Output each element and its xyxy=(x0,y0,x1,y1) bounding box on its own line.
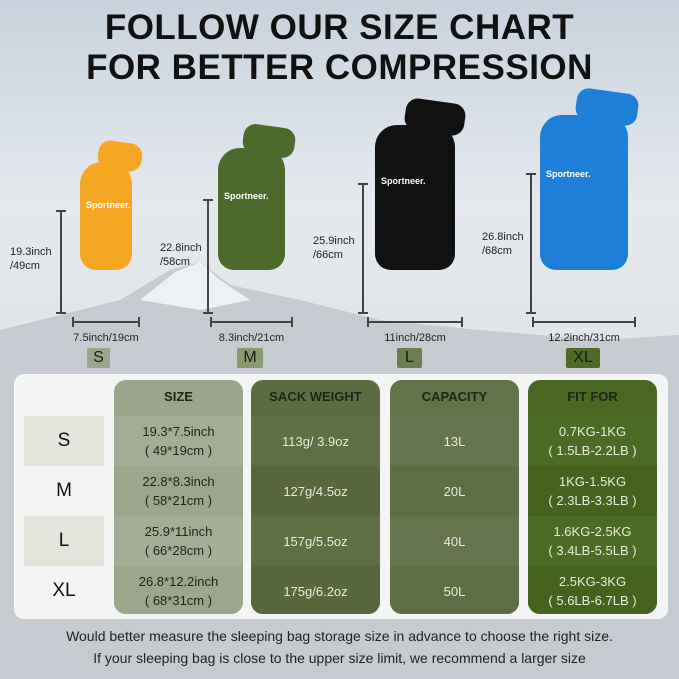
column-header: FIT FOR xyxy=(567,389,618,404)
table-cell: 19.3*7.5inch( 49*19cm ) xyxy=(114,416,243,466)
column-fit: FIT FOR 0.7KG-1KG( 1.5LB-2.2LB ) 1KG-1.5KG… xyxy=(528,380,657,614)
compression-sack-l: Sportneer. xyxy=(375,125,455,270)
table-cell: 25.9*11inch( 66*28cm ) xyxy=(114,516,243,566)
column-size: SIZE 19.3*7.5inch( 49*19cm ) 22.8*8.3inch(… xyxy=(114,380,243,614)
table-cell: 0.7KG-1KG( 1.5LB-2.2LB ) xyxy=(528,416,657,466)
compression-sack-s: Sportneer. xyxy=(80,162,132,270)
brand-logo: Sportneer. xyxy=(381,175,426,186)
column-header: CAPACITY xyxy=(421,389,488,404)
width-label: 7.5inch/19cm xyxy=(73,332,139,344)
footer-note-2: If your sleeping bag is close to the upp… xyxy=(93,650,586,666)
height-label: 26.8inch/68cm xyxy=(482,231,524,257)
column-header: SIZE xyxy=(164,389,193,404)
width-label: 11inch/28cm xyxy=(384,332,446,344)
height-dimension-line xyxy=(203,199,213,314)
height-dimension-line xyxy=(56,210,66,314)
table-cell: 22.8*8.3inch( 58*21cm ) xyxy=(114,466,243,516)
table-cell: 1KG-1.5KG( 2.3LB-3.3LB ) xyxy=(528,466,657,516)
table-cell: 40L xyxy=(390,516,519,566)
width-dimension-line xyxy=(532,317,636,327)
brand-logo: Sportneer. xyxy=(224,190,269,201)
height-dimension-line xyxy=(526,173,536,314)
height-label: 25.9inch/66cm xyxy=(313,235,355,261)
table-cell: 20L xyxy=(390,466,519,516)
row-label-xl: XL xyxy=(52,580,76,601)
column-weight: SACK WEIGHT 113g/ 3.9oz 127g/4.5oz 157g/5.5… xyxy=(251,380,380,614)
size-badge-m: M xyxy=(237,348,263,368)
table-cell: 26.8*12.2inch( 68*31cm ) xyxy=(114,566,243,614)
size-badge-s: S xyxy=(87,348,110,368)
width-label: 12.2inch/31cm xyxy=(548,332,620,344)
table-cell: 157g/5.5oz xyxy=(251,516,380,566)
size-badge-xl: XL xyxy=(566,348,600,368)
compression-sack-m: Sportneer. xyxy=(218,148,285,270)
row-label-m: M xyxy=(56,480,72,501)
column-header: SACK WEIGHT xyxy=(269,389,362,404)
width-dimension-line xyxy=(367,317,463,327)
table-cell: 175g/6.2oz xyxy=(251,566,380,614)
table-cell: 1.6KG-2.5KG( 3.4LB-5.5LB ) xyxy=(528,516,657,566)
title-line-2: FOR BETTER COMPRESSION xyxy=(86,48,593,87)
row-label-l: L xyxy=(24,516,104,566)
table-cell: 127g/4.5oz xyxy=(251,466,380,516)
height-dimension-line xyxy=(358,183,368,314)
width-dimension-line xyxy=(210,317,293,327)
table-cell: 13L xyxy=(390,416,519,466)
brand-logo: Sportneer. xyxy=(546,169,591,180)
height-label: 22.8inch/58cm xyxy=(160,242,202,268)
brand-logo: Sportneer. xyxy=(86,199,131,210)
column-capacity: CAPACITY 13L 20L 40L 50L xyxy=(390,380,519,614)
width-label: 8.3inch/21cm xyxy=(218,332,285,344)
height-label: 19.3inch/49cm xyxy=(10,246,52,272)
table-cell: 2.5KG-3KG( 5.6LB-6.7LB ) xyxy=(528,566,657,614)
table-cell: 113g/ 3.9oz xyxy=(251,416,380,466)
width-dimension-line xyxy=(72,317,140,327)
title-line-1: FOLLOW OUR SIZE CHART xyxy=(104,8,575,47)
row-label-s: S xyxy=(24,416,104,466)
table-cell: 50L xyxy=(390,566,519,614)
footer-note-1: Would better measure the sleeping bag st… xyxy=(66,628,613,644)
compression-sack-xl: Sportneer. xyxy=(540,115,628,270)
size-badge-l: L xyxy=(397,348,422,368)
